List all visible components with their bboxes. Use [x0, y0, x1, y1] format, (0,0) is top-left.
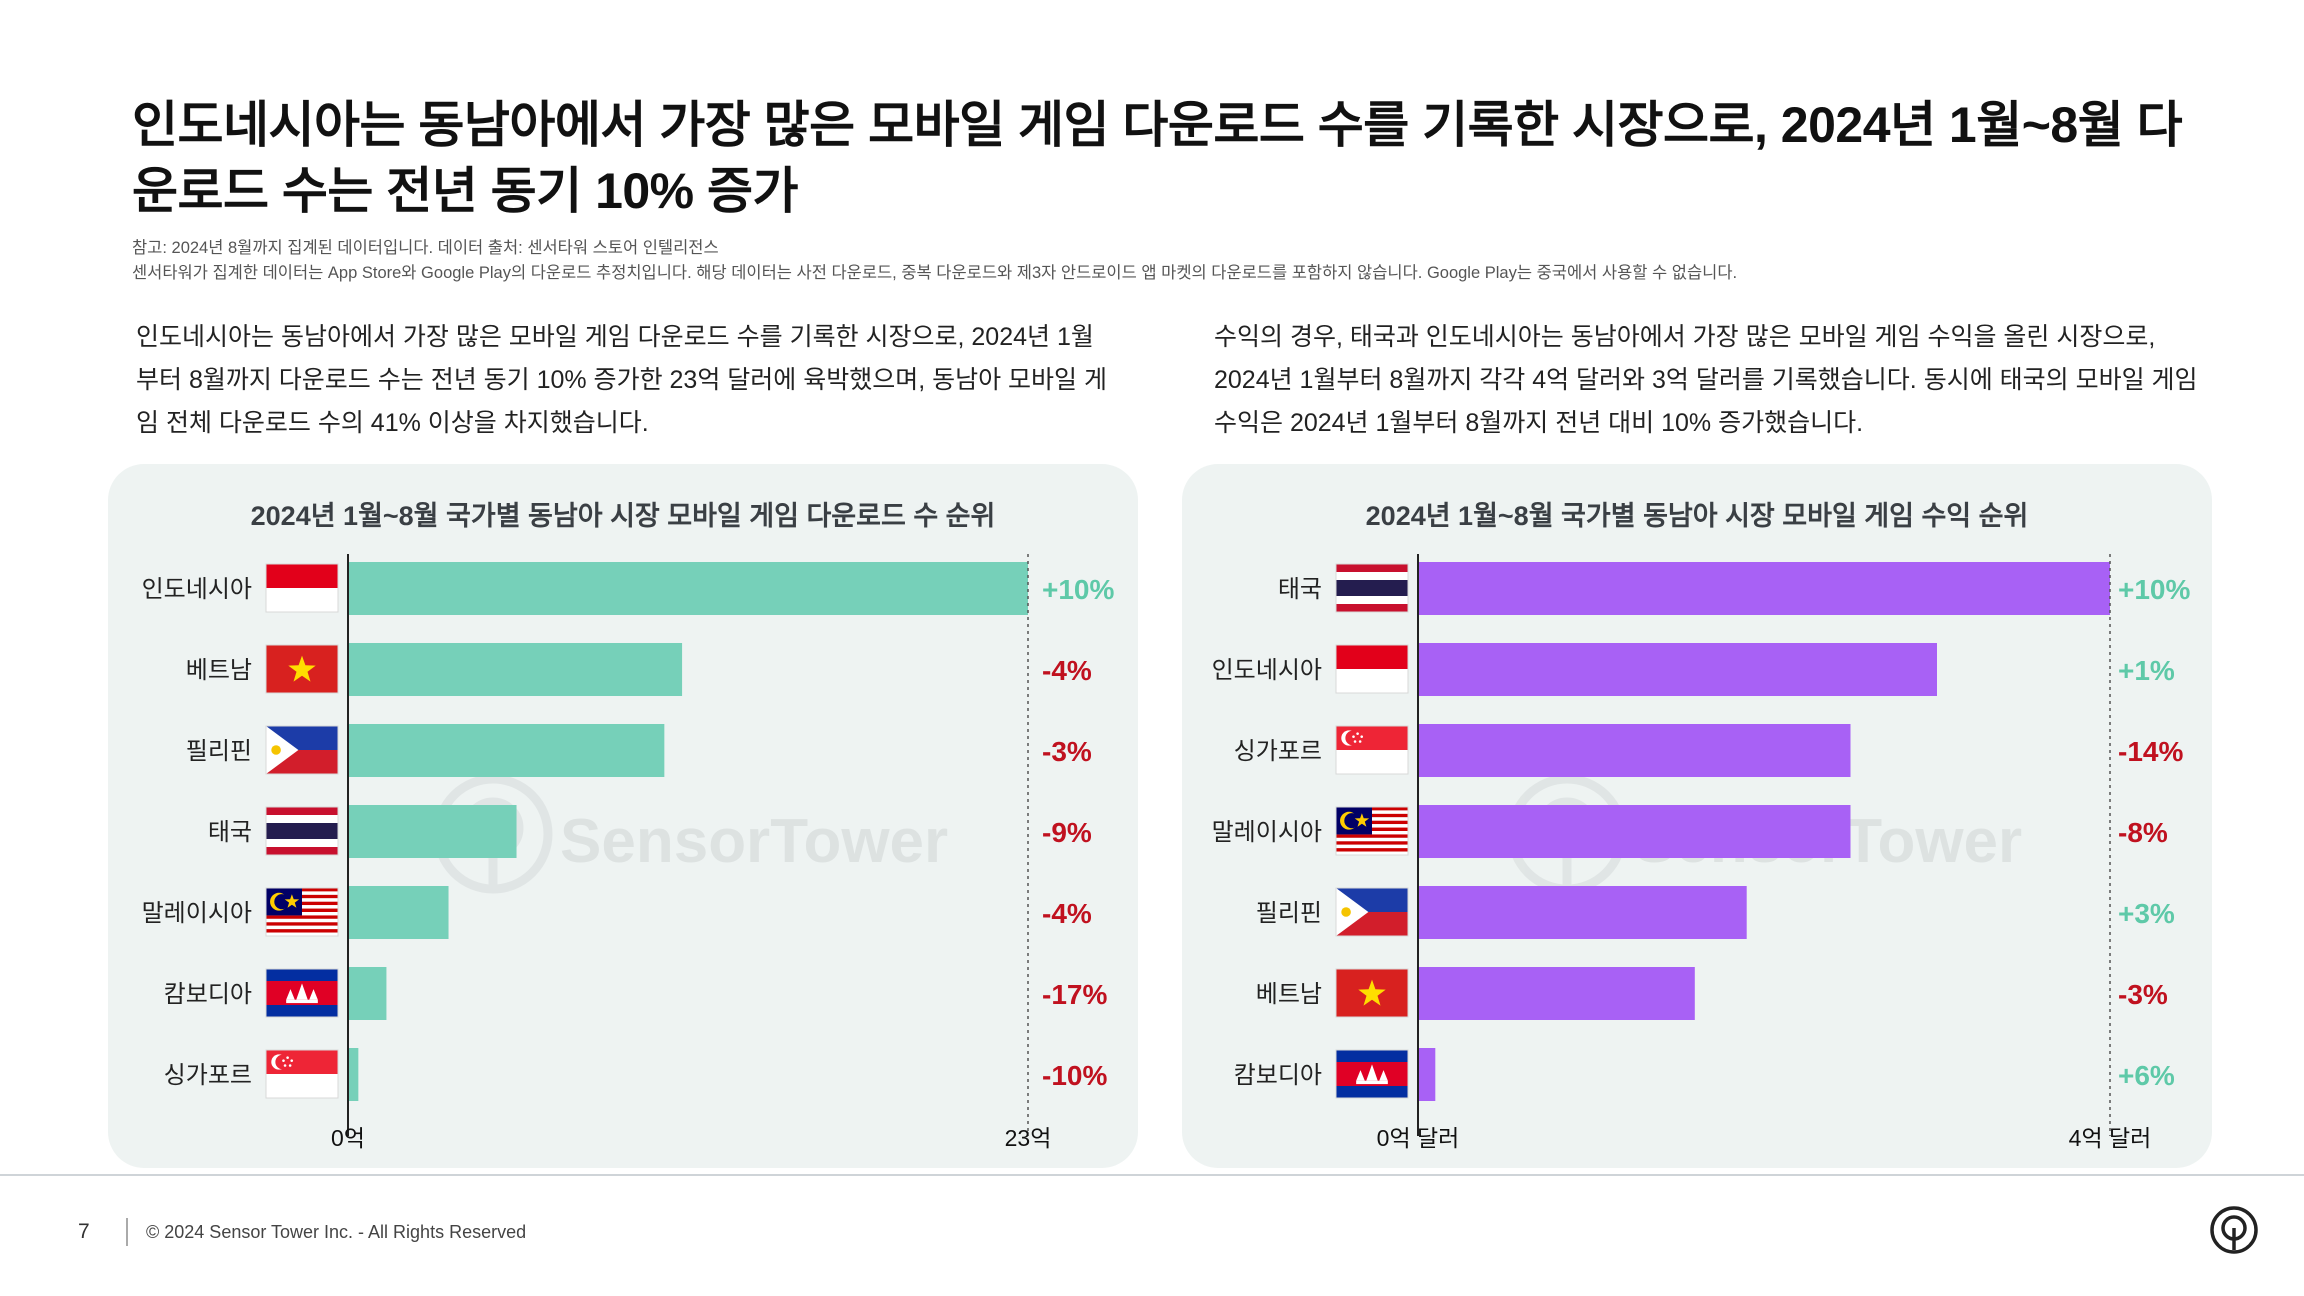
change-label: -9%: [1042, 817, 1092, 848]
category-label: 캄보디아: [1234, 1062, 1322, 1089]
category-label: 태국: [208, 819, 252, 846]
vietnam-flag-icon: [1335, 968, 1409, 1018]
category-label: 태국: [1278, 576, 1322, 603]
category-label: 필리핀: [186, 738, 252, 765]
axis-min-label: 0억 달러: [1377, 1125, 1460, 1151]
axis-max-label: 4억 달러: [2069, 1125, 2152, 1151]
footer-divider: [0, 1174, 2304, 1176]
page-title: 인도네시아는 동남아에서 가장 많은 모바일 게임 다운로드 수를 기록한 시장…: [132, 97, 2183, 219]
note-line: 참고: 2024년 8월까지 집계된 데이터입니다. 데이터 출처: 센서타워 …: [132, 239, 719, 257]
category-label: 싱가포르: [1234, 738, 1322, 765]
left-description: 인도네시아는 동남아에서 가장 많은 모바일 게임 다운로드 수를 기록한 시장…: [136, 323, 1107, 437]
category-label: 말레이시아: [142, 900, 252, 927]
bar: [348, 967, 387, 1020]
note-line: 센서타워가 집계한 데이터는 App Store와 Google Play의 다…: [132, 264, 1738, 282]
bar: [348, 562, 1028, 615]
category-label: 베트남: [1256, 981, 1322, 1008]
philippines-flag-icon: [1335, 887, 1409, 937]
malaysia-flag-icon: [1335, 806, 1409, 856]
category-label: 싱가포르: [164, 1062, 252, 1089]
downloads-chart-panel: 2024년 1월~8월 국가별 동남아 시장 모바일 게임 다운로드 수 순위 …: [108, 464, 1138, 1168]
category-label: 베트남: [186, 657, 252, 684]
chart-title: 2024년 1월~8월 국가별 동남아 시장 모바일 게임 수익 순위: [1365, 501, 2029, 531]
category-label: 인도네시아: [1212, 657, 1322, 684]
watermark-text: SensorTower: [560, 807, 948, 876]
cambodia-flag-icon: [265, 968, 339, 1018]
bar: [1418, 967, 1695, 1020]
indonesia-flag-icon: [265, 563, 339, 613]
axis-max-label: 23억: [1005, 1125, 1052, 1151]
bar: [1418, 643, 1937, 696]
source-notes: 참고: 2024년 8월까지 집계된 데이터입니다. 데이터 출처: 센서타워 …: [132, 236, 1737, 286]
change-label: +1%: [2118, 655, 2175, 686]
downloads-bar-chart: SensorTower 인도네시아 +10% 베트남 -4% 필리핀 -3% 태국 -9% 말레이…: [142, 554, 1114, 1151]
bar: [1418, 1048, 1436, 1101]
category-label: 말레이시아: [1212, 819, 1322, 846]
change-label: -4%: [1042, 898, 1092, 929]
thailand-flag-icon: [1335, 563, 1409, 613]
footer-separator: [126, 1218, 128, 1246]
chart-title: 2024년 1월~8월 국가별 동남아 시장 모바일 게임 다운로드 수 순위: [250, 501, 996, 531]
singapore-flag-icon: [1335, 725, 1409, 775]
revenue-bar-chart: SensorTower태국+10%인도네시아+1%싱가포르-14%말레이시아-8…: [1212, 554, 2190, 1151]
axis-min-label: 0억: [331, 1125, 365, 1151]
cambodia-flag-icon: [1335, 1049, 1409, 1099]
change-label: +3%: [2118, 898, 2175, 929]
category-label: 인도네시아: [142, 576, 252, 603]
change-label: -10%: [1042, 1060, 1107, 1091]
change-label: +6%: [2118, 1060, 2175, 1091]
bar: [1418, 562, 2110, 615]
bar: [1418, 724, 1851, 777]
bar: [348, 886, 449, 939]
change-label: -3%: [2118, 979, 2168, 1010]
category-label: 필리핀: [1256, 900, 1322, 927]
page-number: 7: [78, 1220, 90, 1243]
change-label: -4%: [1042, 655, 1092, 686]
malaysia-flag-icon: [265, 887, 339, 937]
philippines-flag-icon: [265, 725, 339, 775]
bar: [348, 643, 683, 696]
right-description: 수익의 경우, 태국과 인도네시아는 동남아에서 가장 많은 모바일 게임 수익…: [1214, 323, 2198, 437]
bar: [348, 1048, 359, 1101]
change-label: -3%: [1042, 736, 1092, 767]
copyright: © 2024 Sensor Tower Inc. - All Rights Re…: [146, 1222, 527, 1242]
sensortower-logo-icon: [2210, 1206, 2258, 1254]
change-label: -8%: [2118, 817, 2168, 848]
bar: [348, 724, 665, 777]
bar: [348, 805, 517, 858]
singapore-flag-icon: [265, 1049, 339, 1099]
thailand-flag-icon: [265, 806, 339, 856]
change-label: -17%: [1042, 979, 1107, 1010]
bar: [1418, 805, 1851, 858]
category-label: 캄보디아: [164, 981, 252, 1008]
change-label: +10%: [1042, 574, 1114, 605]
change-label: +10%: [2118, 574, 2190, 605]
revenue-chart-panel: 2024년 1월~8월 국가별 동남아 시장 모바일 게임 수익 순위 Sens…: [1182, 464, 2212, 1168]
indonesia-flag-icon: [1335, 644, 1409, 694]
change-label: -14%: [2118, 736, 2183, 767]
vietnam-flag-icon: [265, 644, 339, 694]
bar: [1418, 886, 1747, 939]
